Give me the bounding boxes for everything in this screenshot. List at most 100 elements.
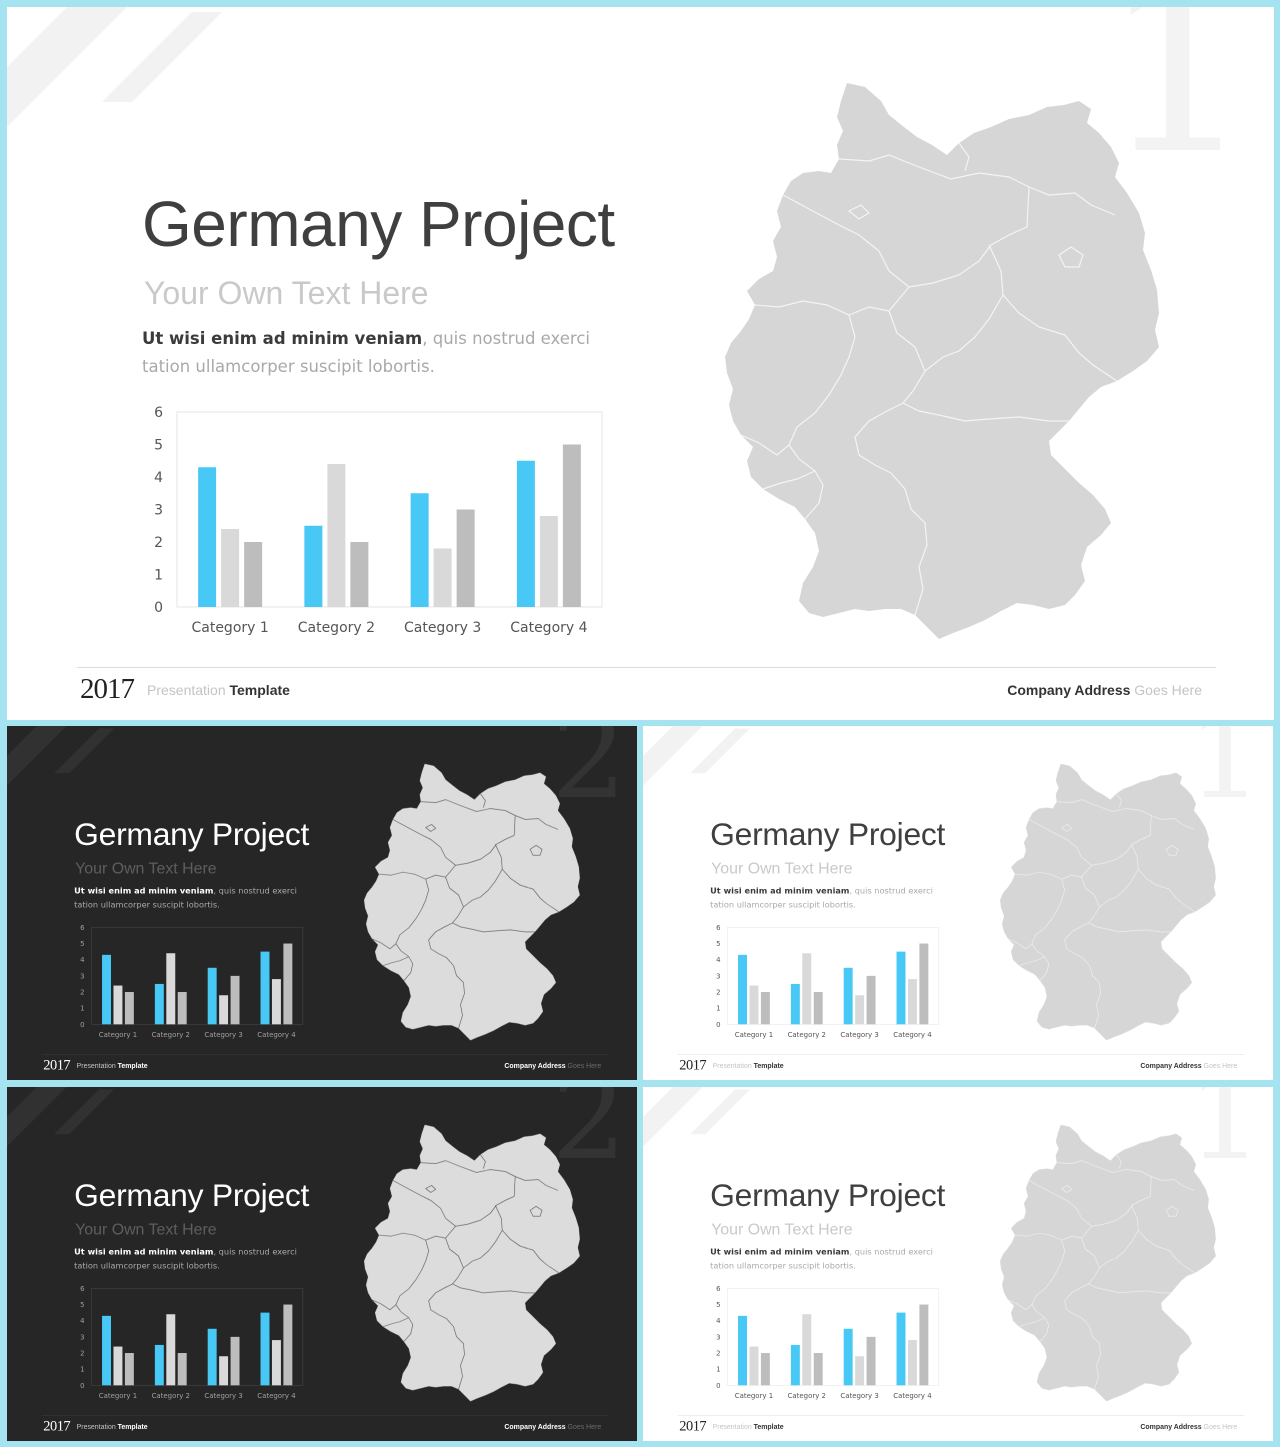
plot-area — [176, 411, 603, 608]
bar-series3-3 — [456, 509, 475, 607]
bar-series1-2 — [790, 1344, 800, 1386]
bar-series1-3 — [843, 967, 853, 1025]
bar-series2-3 — [855, 1356, 865, 1386]
description-bold: Ut wisi enim ad minim veniam — [710, 886, 850, 896]
slide-subtitle: Your Own Text Here — [75, 859, 217, 878]
bar-chart: 0 1 2 3 4 5 6 Category 1 Category 2 Category 3 Cat… — [716, 1285, 940, 1400]
slide-description: Ut wisi enim ad minim veniam, quis nostr… — [74, 884, 313, 912]
slide-description: Ut wisi enim ad minim veniam, quis nostr… — [710, 884, 949, 912]
bar-series3-4 — [283, 943, 293, 1025]
x-category-label: Category 3 — [840, 1031, 878, 1039]
bar-series3-4 — [919, 943, 929, 1025]
x-category-label: Category 4 — [257, 1392, 296, 1400]
bar-series2-3 — [433, 548, 452, 607]
y-tick-label: 1 — [80, 1005, 84, 1013]
bar-series2-1 — [113, 1346, 123, 1386]
description-rest: , quis nostrud exerci tation ullamcorper… — [74, 886, 297, 910]
y-tick-label: 5 — [716, 940, 720, 948]
x-category-label: Category 3 — [204, 1031, 242, 1039]
diagonal-stripes-decoration — [643, 1087, 750, 1147]
bar-chart: 0 1 2 3 4 5 6 Category 1 Category 2 Category 3 Cat… — [80, 924, 304, 1039]
slide-thumbnail-light-bottom[interactable]: 1 Germany Project Your Own Text Here Ut … — [643, 1087, 1273, 1441]
bar-series1-3 — [207, 967, 217, 1025]
plot-area — [727, 927, 940, 1025]
slide-content: 2 Germany Project Your Own Text Here Ut … — [7, 726, 637, 1080]
footer-template: Template — [751, 1422, 784, 1431]
footer-company-address: Company Address Goes Here — [1138, 1423, 1237, 1431]
bar-series3-2 — [350, 542, 369, 607]
slide-title: Germany Project — [710, 816, 946, 852]
bar-series2-4 — [907, 979, 917, 1025]
description-bold: Ut wisi enim ad minim veniam — [142, 329, 423, 348]
y-tick-label: 6 — [80, 1285, 84, 1293]
footer-presentation-template: Presentation Template — [713, 1423, 784, 1431]
slide-subtitle: Your Own Text Here — [75, 1220, 217, 1239]
bar-series2-2 — [166, 1314, 176, 1386]
state-borders — [371, 1154, 560, 1390]
bar-series2-3 — [855, 995, 865, 1025]
company-address-goes-here: Goes Here — [565, 1061, 602, 1070]
bar-series1-4 — [260, 951, 270, 1025]
footer-presentation: Presentation — [76, 1422, 116, 1431]
description-bold: Ut wisi enim ad minim veniam — [74, 1247, 214, 1257]
y-tick-label: 1 — [716, 1366, 720, 1374]
x-category-label: Category 2 — [152, 1392, 190, 1400]
bar-series1-3 — [843, 1328, 853, 1386]
x-category-label: Category 2 — [152, 1031, 190, 1039]
footer-year: 2017 — [43, 1057, 71, 1074]
y-tick-label: 2 — [154, 535, 163, 551]
bar-series2-4 — [539, 516, 558, 607]
y-tick-label: 4 — [716, 956, 721, 964]
bar-chart: 0 1 2 3 4 5 6 Category 1 Category 2 Category 3 Cat… — [80, 1285, 304, 1400]
footer-company-address: Company Address Goes Here — [502, 1062, 601, 1070]
slide-thumbnail-light-top[interactable]: 1 Germany Project Your Own Text Here Ut … — [643, 726, 1273, 1080]
footer-presentation: Presentation — [76, 1061, 116, 1070]
slide-thumbnail-dark-bottom[interactable]: 2 Germany Project Your Own Text Here Ut … — [7, 1087, 637, 1441]
state-borders — [371, 793, 560, 1029]
germany-map-shape — [725, 83, 1159, 639]
bar-series2-4 — [907, 1340, 917, 1386]
company-address-label: Company Address — [1140, 1422, 1202, 1431]
footer-template: Template — [751, 1061, 784, 1070]
slide-number-watermark: 2 — [551, 1087, 628, 1187]
germany-map — [1000, 763, 1216, 1041]
description-rest: , quis nostrud exerci tation ullamcorper… — [710, 886, 933, 910]
footer-year: 2017 — [80, 673, 135, 705]
bar-series2-2 — [166, 953, 176, 1025]
slide-number-watermark: 1 — [1101, 7, 1254, 207]
x-category-label: Category 3 — [404, 620, 481, 636]
slide-thumbnail-large[interactable]: 1 Germany Project Your Own Text Here Ut … — [7, 7, 1274, 720]
company-address-label: Company Address — [1007, 682, 1131, 698]
company-address-goes-here: Goes Here — [1201, 1061, 1238, 1070]
y-tick-label: 0 — [80, 1382, 84, 1390]
x-category-label: Category 4 — [510, 620, 587, 636]
bar-series1-2 — [154, 983, 164, 1025]
y-tick-label: 3 — [80, 972, 84, 980]
y-tick-label: 3 — [716, 972, 720, 980]
plot-area — [91, 927, 304, 1025]
slide-title: Germany Project — [74, 816, 310, 852]
bar-series3-2 — [813, 1353, 823, 1386]
y-tick-label: 0 — [716, 1021, 720, 1029]
slide-subtitle: Your Own Text Here — [144, 275, 429, 311]
footer-company-address: Company Address Goes Here — [502, 1423, 601, 1431]
state-borders — [1007, 793, 1196, 1029]
slide-content: 2 Germany Project Your Own Text Here Ut … — [7, 1087, 637, 1441]
bar-series1-2 — [154, 1344, 164, 1386]
state-borders — [1007, 1154, 1196, 1390]
germany-map-shape — [364, 763, 580, 1041]
bar-series1-2 — [790, 983, 800, 1025]
x-category-label: Category 2 — [298, 620, 375, 636]
bar-series2-1 — [113, 985, 123, 1025]
y-tick-label: 6 — [154, 405, 163, 421]
slide-thumbnail-dark-top[interactable]: 2 Germany Project Your Own Text Here Ut … — [7, 726, 637, 1080]
x-category-label: Category 4 — [257, 1031, 296, 1039]
slide-title: Germany Project — [710, 1177, 946, 1213]
slide-description: Ut wisi enim ad minim veniam, quis nostr… — [142, 325, 622, 381]
y-tick-label: 3 — [154, 503, 163, 519]
bar-series3-3 — [230, 975, 240, 1025]
slide-description: Ut wisi enim ad minim veniam, quis nostr… — [710, 1245, 949, 1273]
footer-presentation-template: Presentation Template — [77, 1423, 148, 1431]
diagonal-stripes-decoration — [7, 1087, 114, 1147]
y-tick-label: 1 — [80, 1366, 84, 1374]
